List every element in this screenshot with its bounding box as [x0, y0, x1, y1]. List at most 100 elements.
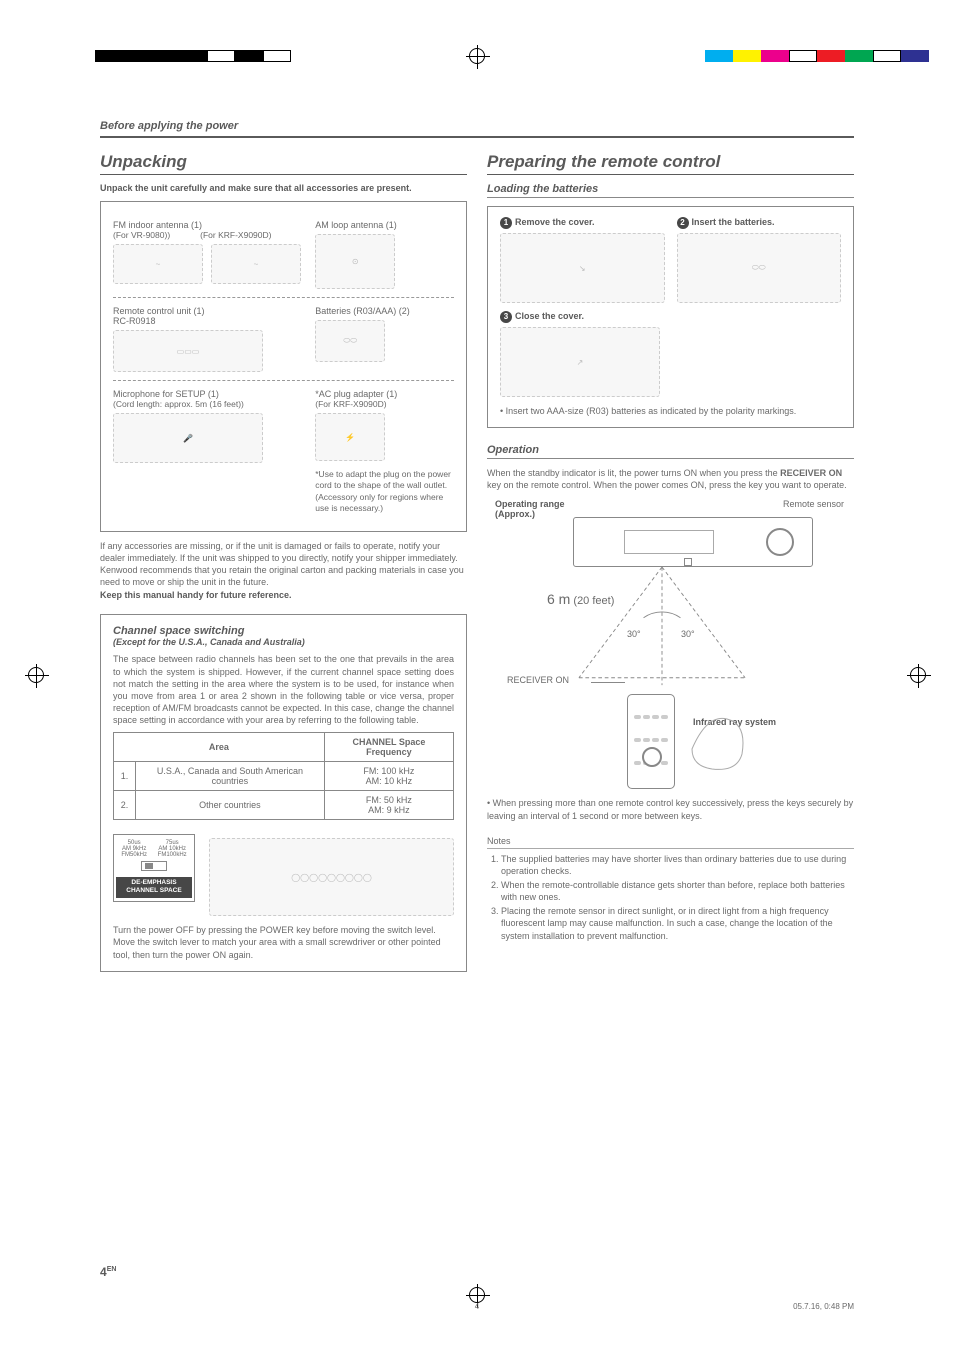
batteries-title: Batteries (R03/AAA) (2) — [315, 306, 454, 316]
switch-bars: DE-EMPHASIS CHANNEL SPACE — [116, 877, 192, 897]
page-number: 4EN — [100, 1265, 116, 1279]
page-content: Before applying the power Unpacking Unpa… — [100, 120, 854, 972]
swatch — [901, 50, 929, 62]
rear-panel-image: ◯◯◯◯◯◯◯◯◯ — [209, 838, 454, 916]
loading-subhead: Loading the batteries — [487, 183, 854, 198]
sw-fm50: FM50kHz — [121, 852, 147, 858]
fm-antenna-sub-left: (For VR-9080)) — [113, 230, 170, 240]
swatch — [179, 50, 207, 62]
operation-para: When the standby indicator is lit, the p… — [487, 467, 854, 491]
swatch — [761, 50, 789, 62]
footer-timestamp: 05.7.16, 0:48 PM — [793, 1302, 854, 1311]
keep-manual: Keep this manual handy for future refere… — [100, 590, 467, 600]
registration-mark-icon — [910, 667, 926, 683]
cell-area: Other countries — [136, 791, 325, 820]
battery-bullet: Insert two AAA-size (R03) batteries as i… — [500, 405, 841, 417]
bar-channel-space: CHANNEL SPACE — [119, 887, 189, 895]
remove-cover-image: ↘ — [500, 233, 665, 303]
bar-deemphasis: DE-EMPHASIS — [119, 879, 189, 887]
unpacking-intro: Unpack the unit carefully and make sure … — [100, 183, 467, 193]
angle-right: 30° — [681, 629, 695, 639]
remote-title: Remote control unit (1) — [113, 306, 307, 316]
switch-diagram: 50us AM 9kHz FM50kHz 75us AM 10kHz FM100… — [113, 834, 454, 916]
ir-cone-icon — [547, 567, 777, 687]
plug-note: *Use to adapt the plug on the power cord… — [315, 469, 454, 515]
swatch — [123, 50, 151, 62]
mic-sub: (Cord length: approx. 5m (16 feet)) — [113, 399, 307, 409]
color-bar-right — [705, 50, 929, 62]
registration-mark-icon — [28, 667, 44, 683]
channel-title: Channel space switching — [113, 625, 454, 637]
color-bar-left — [95, 50, 291, 62]
fm-antenna-image: ~ — [113, 244, 203, 284]
swatch — [263, 50, 291, 62]
plug-sub: (For KRF-X9090D) — [315, 399, 454, 409]
notes-head: Notes — [487, 836, 854, 849]
right-column: Preparing the remote control Loading the… — [487, 152, 854, 972]
step-number-icon: 2 — [677, 217, 689, 229]
remote-image: ▭▭▭ — [113, 330, 263, 372]
fm-antenna-sub-right: (For KRF-X9090D) — [200, 230, 271, 240]
th-freq: CHANNEL Space Frequency — [324, 733, 453, 762]
note-item: When the remote-controllable distance ge… — [501, 879, 854, 903]
step-number-icon: 1 — [500, 217, 512, 229]
step2-text: Insert the batteries. — [692, 217, 775, 227]
cell-fm: FM: 50 kHz — [366, 795, 412, 805]
cell-freq: FM: 100 kHz AM: 10 kHz — [324, 762, 453, 791]
receiver-knob-icon — [766, 528, 794, 556]
close-cover-image: ↗ — [500, 327, 660, 397]
swatch — [789, 50, 817, 62]
swatch — [235, 50, 263, 62]
mic-image: 🎤 — [113, 413, 263, 463]
table-row: 2. Other countries FM: 50 kHz AM: 9 kHz — [114, 791, 454, 820]
operation-subhead: Operation — [487, 444, 854, 459]
swatch — [733, 50, 761, 62]
slider-icon — [141, 861, 167, 871]
registration-mark-icon — [469, 48, 485, 64]
remote-sensor-label: Remote sensor — [783, 499, 844, 509]
am-antenna-image: ⊙ — [315, 234, 395, 289]
receiver-illustration — [573, 517, 813, 567]
step1-text: Remove the cover. — [515, 217, 595, 227]
switch-label-box: 50us AM 9kHz FM50kHz 75us AM 10kHz FM100… — [113, 834, 195, 901]
step-number-icon: 3 — [500, 311, 512, 323]
left-column: Unpacking Unpack the unit carefully and … — [100, 152, 467, 972]
swatch — [207, 50, 235, 62]
channel-para: The space between radio channels has bee… — [113, 653, 454, 726]
operation-bullet: When pressing more than one remote contr… — [487, 797, 854, 821]
swatch — [151, 50, 179, 62]
swatch — [817, 50, 845, 62]
distance-sub: (20 feet) — [573, 595, 614, 607]
step3-label: 3Close the cover. — [500, 311, 665, 323]
hand-icon — [687, 704, 757, 774]
note-item: The supplied batteries may have shorter … — [501, 853, 854, 877]
swatch — [845, 50, 873, 62]
am-antenna-title: AM loop antenna (1) — [315, 220, 454, 230]
note-item: Placing the remote sensor in direct sunl… — [501, 905, 854, 941]
operating-range-label: Operating range (Approx.) — [495, 499, 585, 519]
battery-box: 1Remove the cover. ↘ 2Insert the batteri… — [487, 206, 854, 428]
registration-mark-icon — [469, 1287, 485, 1303]
page-number-suffix: EN — [107, 1266, 117, 1273]
table-row: 1. U.S.A., Canada and South American cou… — [114, 762, 454, 791]
cell-freq: FM: 50 kHz AM: 9 kHz — [324, 791, 453, 820]
remote-illustration — [627, 694, 675, 789]
cell-area: U.S.A., Canada and South American countr… — [136, 762, 325, 791]
missing-accessories-para: If any accessories are missing, or if th… — [100, 540, 467, 589]
accessories-box: FM indoor antenna (1) (For VR-9080)) (Fo… — [100, 201, 467, 532]
distance-value: 6 m — [547, 591, 570, 607]
swatch — [705, 50, 733, 62]
swatch — [95, 50, 123, 62]
insert-batteries-image: ⬭⬭ — [677, 233, 842, 303]
page-number-value: 4 — [100, 1265, 107, 1279]
fm-antenna-title: FM indoor antenna (1) — [113, 220, 307, 230]
operation-diagram: Operating range (Approx.) Remote sensor … — [487, 499, 854, 789]
swatch — [873, 50, 901, 62]
mic-title: Microphone for SETUP (1) — [113, 389, 307, 399]
notes-list: The supplied batteries may have shorter … — [487, 853, 854, 942]
plug-image: ⚡ — [315, 413, 385, 461]
step1-label: 1Remove the cover. — [500, 217, 665, 229]
fm-antenna-image-2: ~ — [211, 244, 301, 284]
distance-label: 6 m (20 feet) — [547, 591, 614, 607]
leader-line — [591, 682, 625, 683]
